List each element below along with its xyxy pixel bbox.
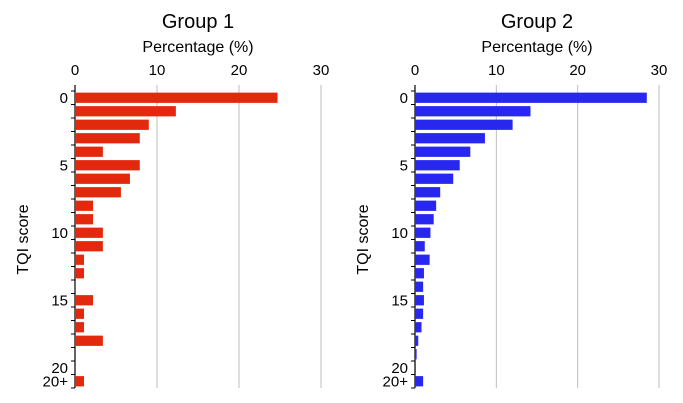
x-tick-label: 10 [149,62,166,79]
y-tick-label: 15 [391,292,408,309]
bar-9 [415,214,434,225]
bar-20 [415,362,416,373]
bar-13 [75,268,85,279]
y-axis-label: TQI score [355,204,372,274]
bar-5 [75,160,140,171]
bar-20+ [415,376,424,387]
y-tick-label: 5 [60,157,68,174]
bar-6 [415,173,454,184]
bar-0 [415,92,647,103]
y-tick-label: 5 [400,157,408,174]
y-axis-label: TQI score [15,204,32,274]
x-tick-label: 20 [569,62,586,79]
bar-9 [75,214,94,225]
bar-14 [415,281,424,292]
x-axis-label: Percentage (%) [142,39,253,56]
bar-1 [415,106,531,117]
bar-20+ [75,376,85,387]
bar-7 [415,187,441,198]
bar-10 [415,227,431,238]
bar-12 [75,254,85,265]
y-tick-label: 20+ [43,373,69,390]
bar-17 [415,322,422,333]
x-tick-label: 0 [411,62,419,79]
bar-11 [415,241,425,252]
x-tick-label: 30 [313,62,330,79]
bar-7 [75,187,121,198]
bar-8 [415,200,437,211]
y-tick-label: 20+ [383,373,409,390]
x-tick-label: 0 [71,62,79,79]
y-tick-label: 0 [60,90,68,107]
bar-2 [415,119,513,130]
bar-5 [415,160,460,171]
bar-1 [75,106,176,117]
y-tick-label: 0 [400,90,408,107]
y-tick-label: 20 [51,360,68,377]
y-tick-label: 10 [391,225,408,242]
bar-6 [75,173,130,184]
bar-11 [75,241,103,252]
x-tick-label: 30 [651,62,668,79]
bar-19 [415,349,417,360]
bar-17 [75,322,85,333]
bar-12 [415,254,430,265]
y-tick-label: 10 [51,225,68,242]
chart-title: Group 1 [162,11,234,33]
bar-4 [75,146,103,157]
x-tick-label: 20 [231,62,248,79]
y-tick-label: 15 [51,292,68,309]
bar-4 [415,146,471,157]
bar-16 [415,308,424,319]
bar-8 [75,200,94,211]
bar-15 [415,295,424,306]
bar-18 [75,335,103,346]
bar-18 [415,335,419,346]
bar-3 [415,133,485,144]
y-tick-label: 20 [391,360,408,377]
x-axis-label: Percentage (%) [481,39,592,56]
bar-2 [75,119,149,130]
bar-13 [415,268,424,279]
bar-10 [75,227,103,238]
bar-16 [75,308,85,319]
bar-15 [75,295,94,306]
bar-0 [75,92,278,103]
bar-3 [75,133,140,144]
chart-title: Group 2 [501,11,573,33]
x-tick-label: 10 [488,62,505,79]
